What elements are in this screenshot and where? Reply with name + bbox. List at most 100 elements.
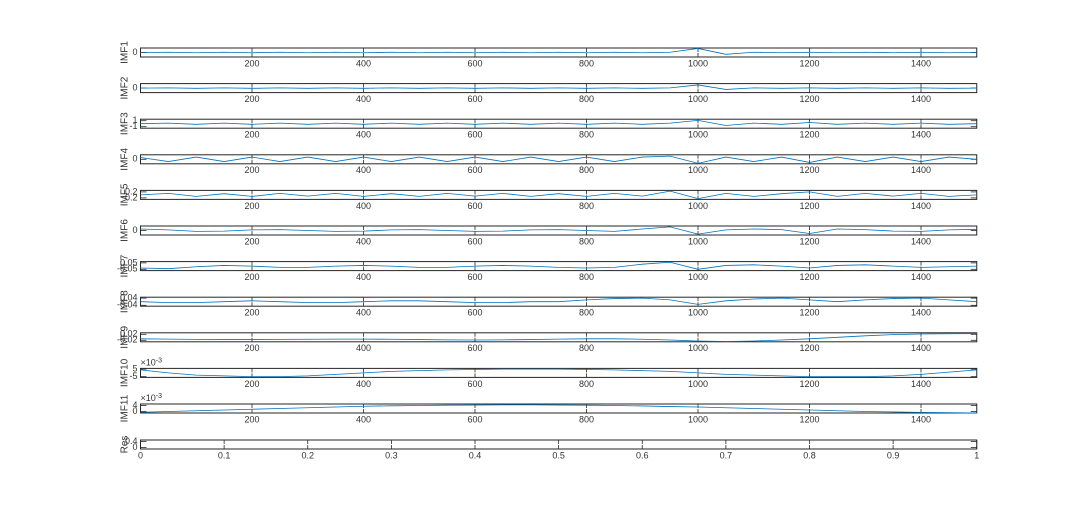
x-tick-label: 1000 [688, 165, 708, 175]
y-tick-label: 0 [132, 442, 137, 452]
x-tick-label: 200 [244, 165, 259, 175]
x-tick-label: 600 [467, 414, 482, 424]
x-tick-label: 0.7 [720, 450, 733, 460]
x-tick-label: 200 [244, 201, 259, 211]
y-axis-label: IMF10 [120, 358, 131, 387]
x-tick-label: 400 [356, 308, 371, 318]
y-axis-label: IMF4 [120, 147, 131, 170]
y-tick-label: 5 [132, 364, 137, 374]
x-tick-label: 0 [138, 450, 143, 460]
x-tick-label: 200 [244, 236, 259, 246]
x-tick-label: 200 [244, 272, 259, 282]
y-tick-label: 0.04 [120, 292, 138, 302]
x-tick-label: 1000 [688, 201, 708, 211]
x-tick-label: 1400 [911, 379, 931, 389]
x-tick-label: 600 [467, 308, 482, 318]
x-tick-label: 800 [579, 379, 594, 389]
signal-line [140, 190, 977, 200]
x-tick-label: 400 [356, 94, 371, 104]
x-tick-label: 1000 [688, 130, 708, 140]
x-tick-label: 0.9 [887, 450, 900, 460]
signal-line [140, 226, 977, 235]
x-tick-label: 800 [579, 343, 594, 353]
signal-line [140, 84, 977, 90]
y-axis-label: IMF7 [120, 254, 131, 277]
x-tick-label: 1400 [911, 308, 931, 318]
x-tick-label: 1200 [799, 272, 819, 282]
signal-line [140, 368, 977, 378]
x-tick-label: 1400 [911, 343, 931, 353]
y-tick-label: 4 [132, 400, 137, 410]
x-tick-label: 1 [974, 450, 979, 460]
x-tick-label: 1000 [688, 414, 708, 424]
x-tick-label: 600 [467, 165, 482, 175]
y-tick-label: -5 [129, 371, 137, 381]
x-tick-label: 400 [356, 58, 371, 68]
y-tick-label: 0 [132, 225, 137, 235]
x-tick-label: 600 [467, 94, 482, 104]
x-tick-label: 1000 [688, 272, 708, 282]
exponent-label: ×10-3 [141, 357, 163, 368]
y-axis-label: IMF1 [120, 41, 131, 64]
x-tick-label: 1000 [688, 94, 708, 104]
exponent: -3 [156, 393, 162, 400]
x-tick-label: 0.1 [218, 450, 231, 460]
x-tick-label: 1400 [911, 236, 931, 246]
y-tick-label: -1 [129, 121, 137, 131]
x-tick-label: 1400 [911, 272, 931, 282]
x-tick-label: 600 [467, 201, 482, 211]
x-tick-label: 200 [244, 414, 259, 424]
y-axis-label: IMF5 [120, 183, 131, 206]
y-tick-label: -0.2 [122, 192, 138, 202]
x-tick-label: 400 [356, 414, 371, 424]
y-axis-label: IMF9 [120, 325, 131, 348]
x-tick-label: 400 [356, 272, 371, 282]
x-tick-label: 800 [579, 130, 594, 140]
x-tick-label: 800 [579, 272, 594, 282]
y-axis-label: IMF3 [120, 112, 131, 135]
x-tick-label: 200 [244, 308, 259, 318]
x-tick-label: 800 [579, 165, 594, 175]
x-tick-label: 1200 [799, 343, 819, 353]
x-tick-label: 400 [356, 343, 371, 353]
x-tick-label: 1200 [799, 379, 819, 389]
x-tick-label: 400 [356, 130, 371, 140]
x-tick-label: 0.8 [803, 450, 816, 460]
y-axis-label: IMF6 [120, 219, 131, 242]
y-tick-label: 0.4 [125, 436, 138, 446]
x-tick-label: 1400 [911, 130, 931, 140]
x-tick-label: 1000 [688, 343, 708, 353]
x-tick-label: 800 [579, 414, 594, 424]
signal-line [140, 48, 977, 55]
y-tick-label: 0.02 [120, 329, 138, 339]
y-tick-label: -0.04 [117, 300, 138, 310]
x-tick-label: 1400 [911, 58, 931, 68]
x-tick-label: 600 [467, 130, 482, 140]
y-axis-label: IMF11 [120, 394, 131, 422]
x-tick-label: 0.4 [469, 450, 482, 460]
y-axis-label: IMF2 [120, 76, 131, 99]
x-tick-label: 1200 [799, 130, 819, 140]
axes-box [140, 367, 978, 378]
y-tick-label: 0.2 [125, 186, 138, 196]
x-tick-label: 400 [356, 379, 371, 389]
x-tick-label: 1200 [799, 236, 819, 246]
x-tick-label: 800 [579, 94, 594, 104]
x-tick-label: 200 [244, 343, 259, 353]
y-axis-label: IMF8 [120, 290, 131, 313]
exponent: -3 [156, 357, 162, 364]
signal-line [140, 404, 977, 414]
exponent-label: ×10-3 [141, 393, 163, 404]
signal-line [140, 155, 977, 164]
x-tick-label: 800 [579, 58, 594, 68]
